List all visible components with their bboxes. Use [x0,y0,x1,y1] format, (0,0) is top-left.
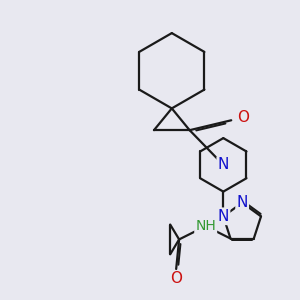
Text: N: N [236,195,248,210]
Text: N: N [218,209,229,224]
Text: N: N [218,209,229,224]
Text: NH: NH [195,219,216,233]
Text: O: O [237,110,249,125]
Text: N: N [218,158,229,172]
Text: O: O [170,272,182,286]
